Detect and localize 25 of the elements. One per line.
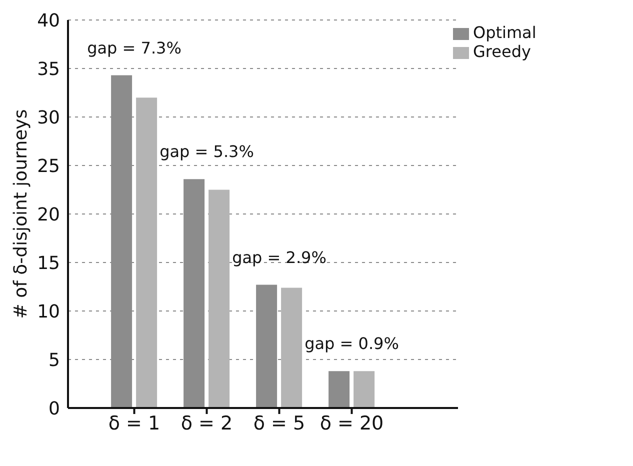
bar	[208, 190, 230, 408]
x-tick-label: δ = 2	[180, 412, 233, 434]
y-tick-label: 10	[37, 301, 60, 322]
bar	[328, 371, 350, 408]
annotation: gap = 7.3%	[87, 38, 182, 58]
bar	[354, 371, 375, 408]
y-tick-label: 30	[37, 107, 60, 128]
annotation: gap = 2.9%	[232, 248, 326, 267]
x-tick-label: δ = 1	[108, 412, 160, 434]
bar	[136, 98, 158, 408]
y-tick-label: 25	[37, 156, 60, 177]
x-tick-label: δ = 20	[320, 412, 384, 434]
y-tick-label: 40	[37, 10, 60, 32]
y-tick-label: 35	[37, 58, 60, 80]
annotation: gap = 0.9%	[304, 334, 399, 354]
y-axis-title: # of δ-disjoint journeys	[10, 109, 32, 319]
y-tick-label: 5	[48, 350, 60, 371]
x-tick-label: δ = 5	[253, 412, 306, 434]
y-tick-label: 0	[48, 398, 60, 420]
bar	[281, 288, 302, 408]
annotation: gap = 5.3%	[160, 142, 254, 162]
y-tick-label: 20	[37, 204, 60, 226]
legend-label: Optimal	[473, 23, 536, 42]
y-tick-label: 15	[37, 252, 60, 274]
legend-label: Greedy	[473, 42, 531, 61]
